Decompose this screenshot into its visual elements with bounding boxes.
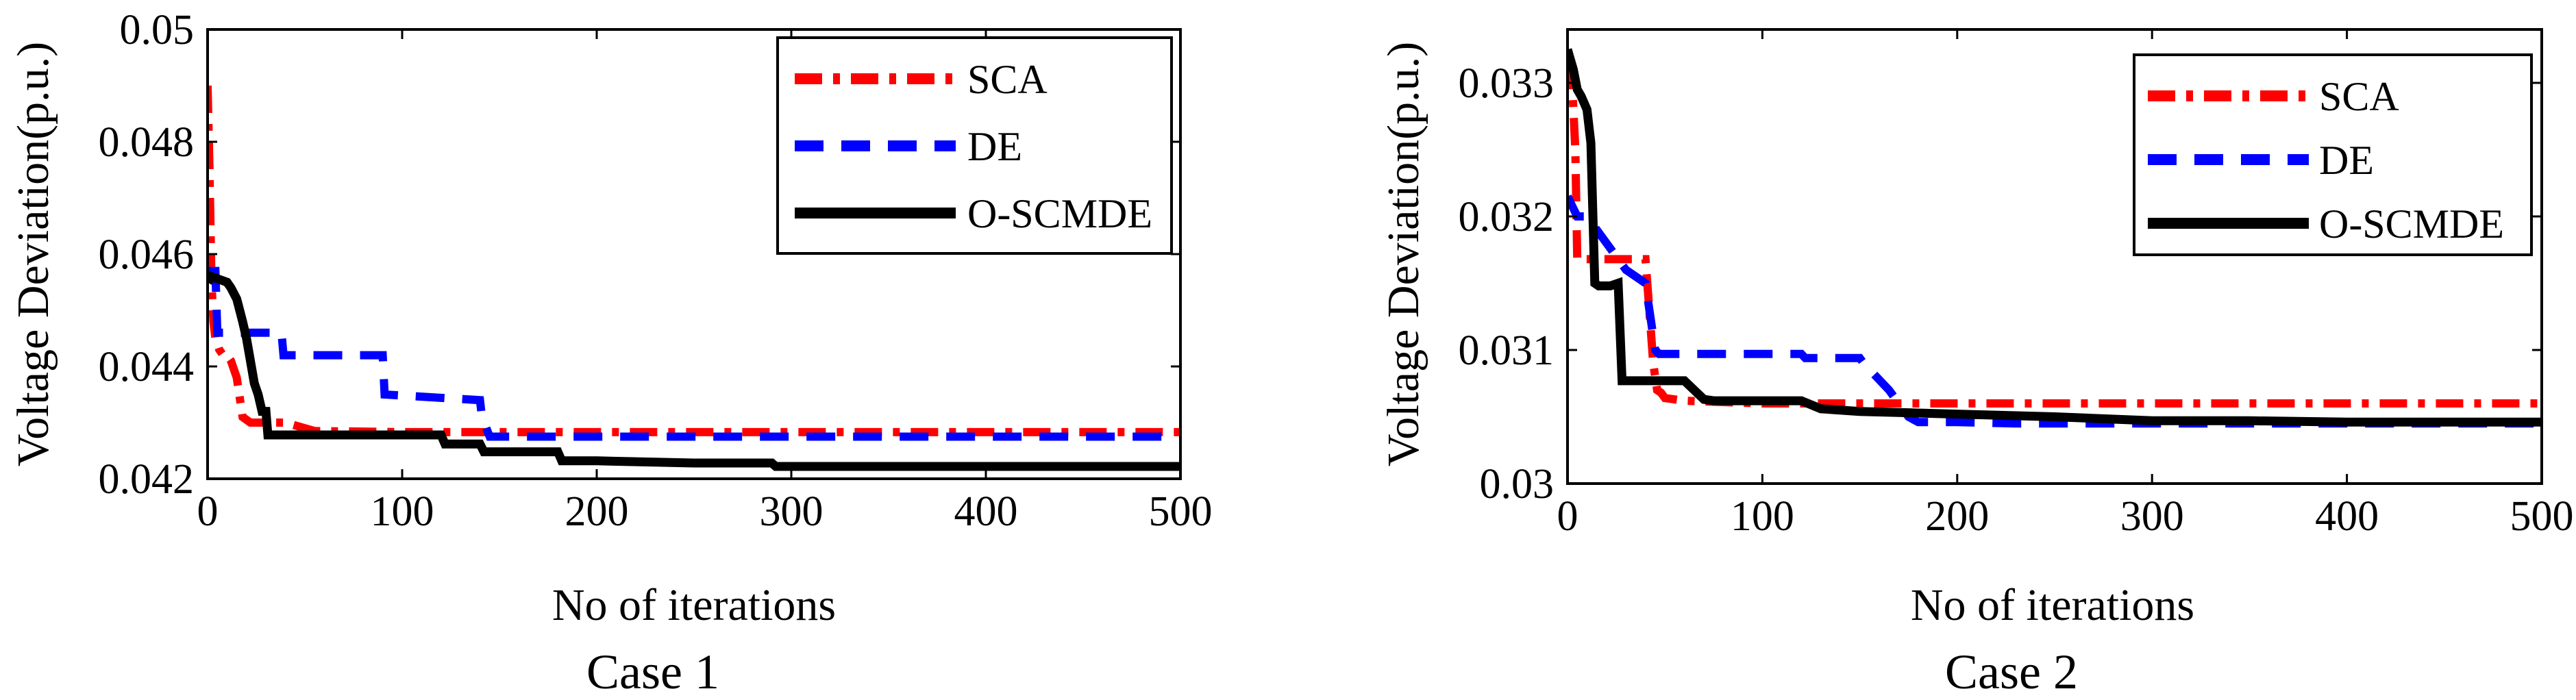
x-tick-label: 0 bbox=[1557, 493, 1578, 540]
series-line-de bbox=[1568, 195, 2542, 428]
series-line-o-scmde bbox=[1568, 48, 2542, 427]
x-axis-label: No of iterations bbox=[1911, 580, 2194, 630]
y-tick-label: 0.042 bbox=[99, 456, 195, 503]
x-axis-label: No of iterations bbox=[552, 580, 836, 630]
series-line-sca bbox=[1568, 60, 2542, 408]
y-axis-label: Voltage Deviation(p.u.) bbox=[8, 42, 58, 466]
x-tick-label: 100 bbox=[371, 488, 434, 535]
y-tick-label: 0.044 bbox=[99, 344, 195, 390]
x-tick-label: 200 bbox=[1925, 493, 1989, 540]
y-tick-label: 0.05 bbox=[120, 7, 195, 53]
x-tick-label: 100 bbox=[1731, 493, 1794, 540]
legend-label: O-SCMDE bbox=[967, 191, 1152, 236]
x-tick-label: 300 bbox=[2120, 493, 2184, 540]
y-tick-label: 0.048 bbox=[99, 119, 195, 166]
y-tick-label: 0.032 bbox=[1459, 194, 1555, 240]
y-tick-label: 0.046 bbox=[99, 232, 195, 278]
x-tick-label: 500 bbox=[1149, 488, 1213, 535]
y-axis-label: Voltage Deviation(p.u.) bbox=[1378, 42, 1428, 466]
legend: SCA DE O-SCMDE bbox=[776, 36, 1173, 255]
axes-frame bbox=[1566, 28, 2543, 485]
x-tick-label: 200 bbox=[565, 488, 629, 535]
x-tick-label: 0 bbox=[197, 488, 219, 535]
chart-case-1: 0 100 200 300 400 500 0.042 0.044 0.046 0.048 0.05… bbox=[8, 7, 1213, 699]
legend-label: SCA bbox=[2319, 74, 2399, 119]
legend-label: DE bbox=[2319, 138, 2374, 183]
x-tick-label: 400 bbox=[2315, 493, 2379, 540]
y-tick-label: 0.033 bbox=[1459, 60, 1555, 107]
y-tick-label: 0.031 bbox=[1459, 327, 1555, 374]
series-line-de bbox=[208, 266, 1180, 441]
y-tick-label: 0.03 bbox=[1480, 461, 1555, 508]
legend: SCA DE O-SCMDE bbox=[2133, 53, 2533, 256]
legend-label: SCA bbox=[967, 57, 1048, 102]
caption: Case 2 bbox=[1945, 645, 2078, 699]
x-tick-label: 300 bbox=[760, 488, 823, 535]
x-tick-label: 500 bbox=[2510, 493, 2574, 540]
chart-case-2: 0 100 200 300 400 500 0.03 0.031 0.032 0.033 No o… bbox=[1378, 28, 2574, 699]
caption: Case 1 bbox=[586, 645, 719, 699]
series-line-o-scmde bbox=[208, 271, 1180, 471]
legend-label: O-SCMDE bbox=[2319, 201, 2504, 247]
x-tick-label: 400 bbox=[954, 488, 1018, 535]
legend-label: DE bbox=[967, 124, 1022, 169]
